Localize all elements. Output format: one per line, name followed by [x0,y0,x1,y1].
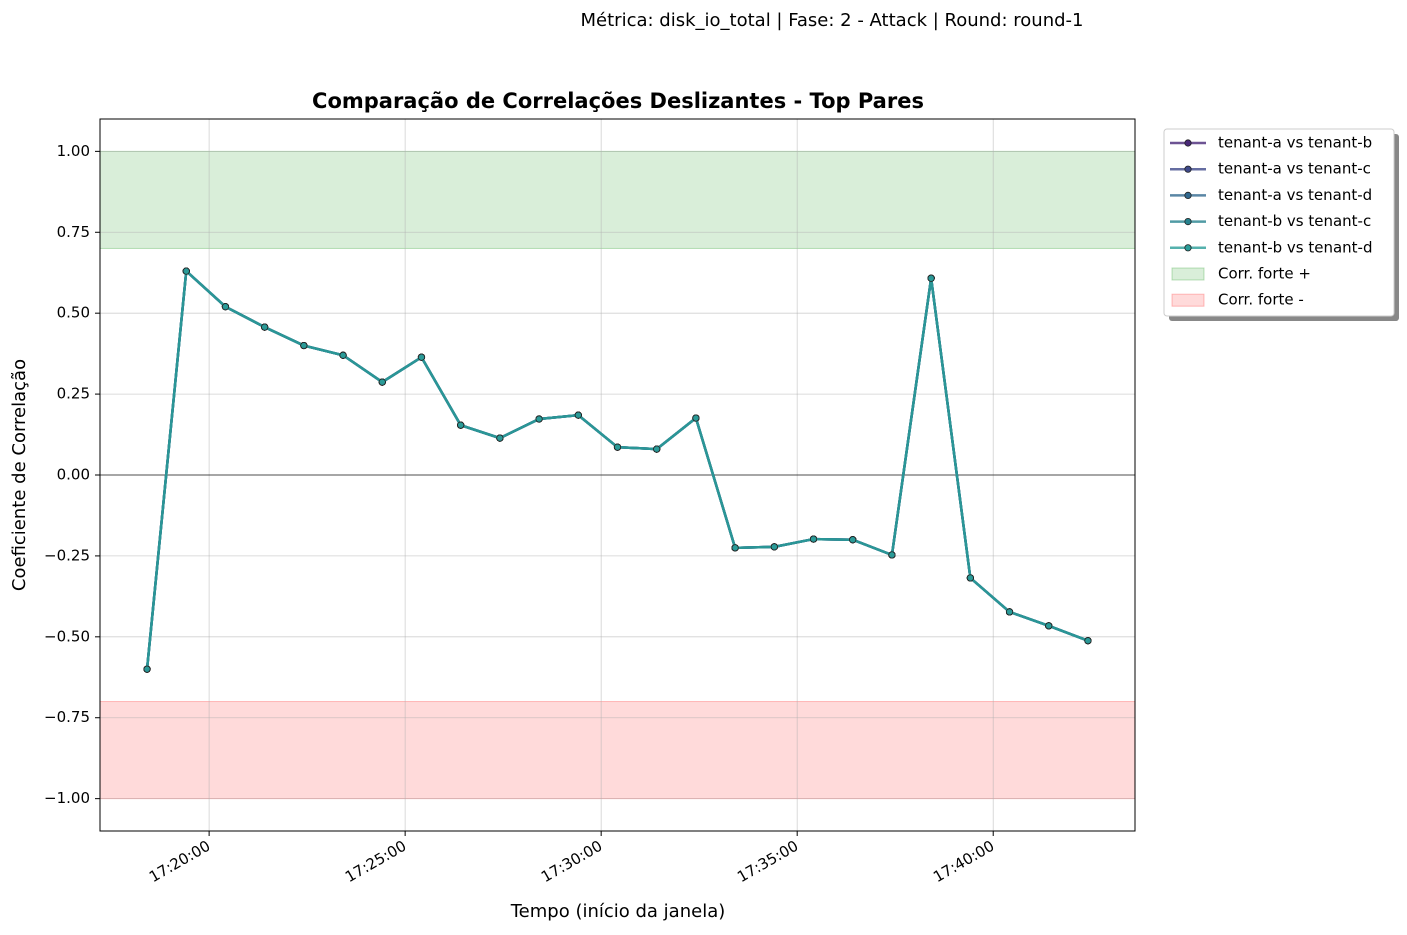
plot-frame [99,118,1136,832]
series-line [145,268,1089,670]
legend-label: tenant-b vs tenant-d [1218,238,1373,256]
legend-swatch [1171,293,1205,307]
y-axis-label: Coeficiente de Correlação [9,359,30,591]
legend-marker [1184,139,1192,147]
data-point [261,323,269,331]
data-point [653,445,661,453]
data-point [300,341,308,350]
x-axis-label: Tempo (início da janela) [510,901,726,922]
data-point [417,353,426,361]
y-tick-label: −0.75 [44,708,90,726]
x-tick-label: 17:30:00 [538,837,605,886]
series-line [145,268,1089,670]
data-point [535,415,543,423]
data-point [1045,622,1053,630]
band [99,150,1136,249]
x-tick-label: 17:35:00 [734,837,801,886]
x-tick-label: 17:25:00 [342,837,409,886]
data-point [692,414,700,422]
data-point [143,665,151,673]
data-point [574,411,582,419]
band [99,701,1136,800]
data-point [613,443,622,451]
legend-box [1163,128,1395,317]
legend-label: Corr. forte - [1218,291,1304,309]
legend-label: tenant-a vs tenant-c [1218,160,1371,178]
legend-marker [1184,165,1192,173]
data-point [770,543,778,551]
x-tick-label: 17:40:00 [930,837,997,886]
y-tick-label: 0.25 [57,385,90,403]
data-point [1005,608,1014,616]
legend-label: Corr. forte + [1218,265,1311,283]
y-tick-label: −0.25 [44,546,90,564]
series-line [145,268,1089,670]
y-tick-label: −1.00 [44,789,90,807]
data-point [339,351,347,359]
data-point [1084,637,1092,645]
data-point [809,535,818,543]
legend-marker [1184,191,1192,199]
y-tick-label: 0.75 [57,223,90,241]
y-tick-label: 0.00 [57,466,90,484]
y-tick-label: 0.50 [57,304,90,322]
data-point [221,303,230,311]
data-point [927,274,935,282]
data-point [182,267,190,275]
chart-title: Comparação de Correlações Deslizantes - … [312,89,924,113]
data-point [496,434,504,442]
data-point [731,544,739,552]
legend-marker [1184,218,1192,226]
legend-label: tenant-a vs tenant-b [1218,134,1372,152]
data-point [457,421,465,429]
series-line [145,268,1089,670]
legend-swatch [1171,267,1205,281]
data-point [888,551,896,559]
y-tick-label: −0.50 [44,627,90,645]
suptitle: Métrica: disk_io_total | Fase: 2 - Attac… [581,10,1084,31]
y-tick-label: 1.00 [57,142,90,160]
series-line [145,268,1089,670]
data-point [378,378,386,386]
data-point [849,536,857,544]
data-point [966,574,974,582]
legend-label: tenant-a vs tenant-d [1218,186,1372,204]
x-tick-label: 17:20:00 [146,837,213,886]
legend-marker [1184,244,1192,252]
legend: tenant-a vs tenant-b tenant-a vs tenant-c… [1163,128,1399,321]
legend-label: tenant-b vs tenant-c [1218,212,1371,230]
